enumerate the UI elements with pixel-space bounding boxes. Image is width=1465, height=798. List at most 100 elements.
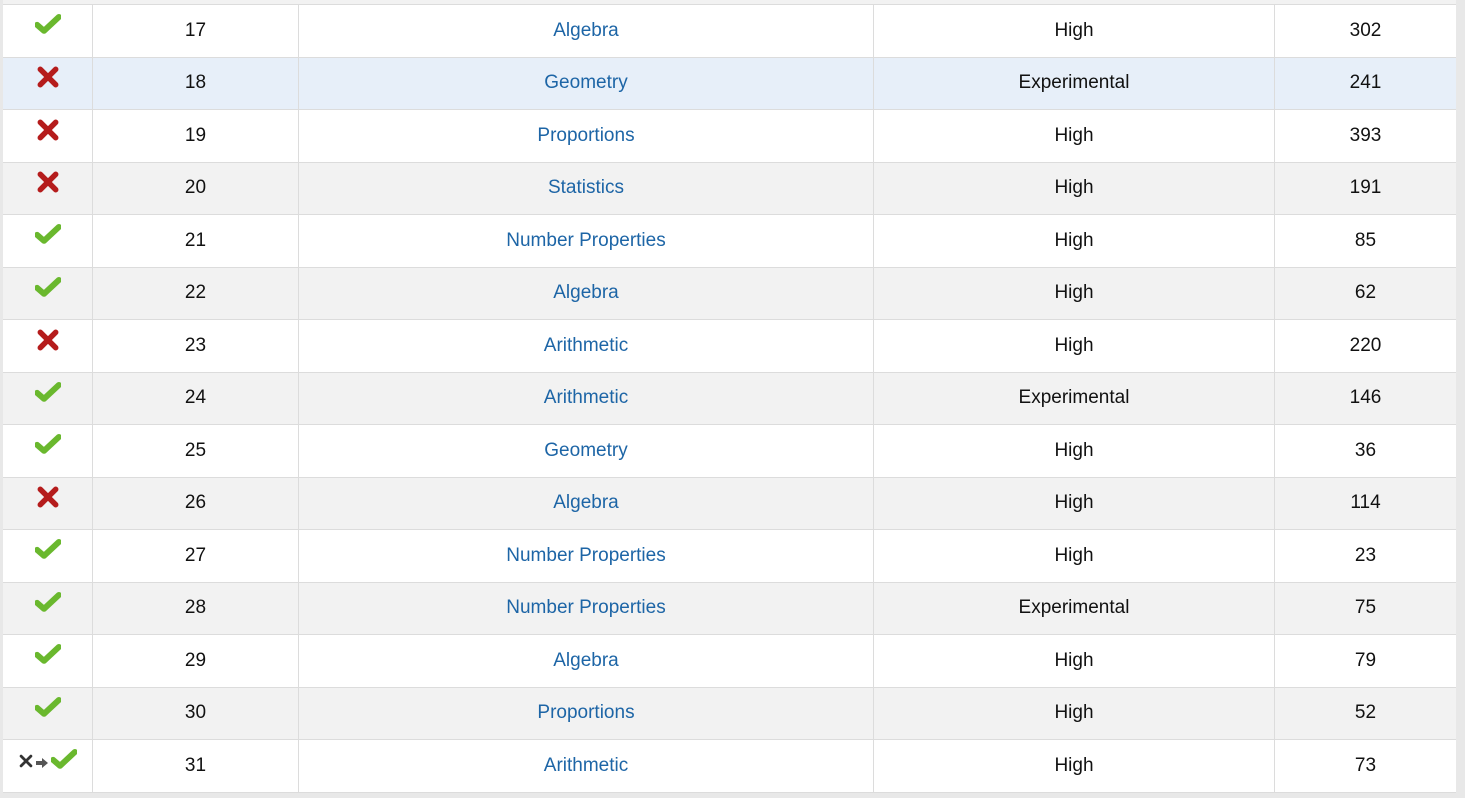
time-cell: 241 <box>1275 58 1456 110</box>
topic-cell: Algebra <box>299 477 874 529</box>
topic-cell: Proportions <box>299 687 874 739</box>
question-number: 17 <box>93 5 299 57</box>
status-cell <box>3 57 93 109</box>
difficulty-cell: High <box>874 740 1275 792</box>
status-cell <box>3 530 93 582</box>
table-row[interactable]: 20 Statistics High 191 <box>3 162 1456 215</box>
table-row[interactable]: 29 Algebra High 79 <box>3 635 1456 688</box>
time-text: 220 <box>1349 334 1382 356</box>
difficulty-cell: High <box>874 477 1275 529</box>
difficulty-text: High <box>1054 702 1094 724</box>
status-cell <box>3 162 93 214</box>
x-icon <box>37 119 59 147</box>
difficulty-text: High <box>1054 334 1094 356</box>
question-number: 31 <box>93 740 299 792</box>
time-text: 36 <box>1354 439 1377 461</box>
table-row[interactable]: 24 Arithmetic Experimental 146 <box>3 372 1456 425</box>
difficulty-text: High <box>1054 439 1094 461</box>
check-icon <box>33 539 62 566</box>
question-number: 19 <box>93 110 299 162</box>
table-row[interactable]: 18 Geometry Experimental 241 <box>3 57 1456 110</box>
topic-link[interactable]: Algebra <box>553 282 619 304</box>
table-row[interactable]: 25 Geometry High 36 <box>3 425 1456 478</box>
difficulty-cell: High <box>874 687 1275 739</box>
topic-link[interactable]: Arithmetic <box>543 754 629 776</box>
topic-link[interactable]: Geometry <box>544 72 628 94</box>
time-cell: 36 <box>1275 425 1456 477</box>
time-cell: 52 <box>1275 688 1456 740</box>
topic-link[interactable]: Algebra <box>553 649 619 671</box>
table-row[interactable]: 22 Algebra High 62 <box>3 267 1456 320</box>
question-number-text: 20 <box>184 177 207 199</box>
difficulty-cell: High <box>874 162 1275 214</box>
status-cell <box>3 687 93 739</box>
difficulty-cell: Experimental <box>874 57 1275 109</box>
table-row[interactable]: 17 Algebra High 302 <box>3 5 1456 58</box>
topic-link[interactable]: Number Properties <box>506 229 666 251</box>
x-icon <box>37 66 59 94</box>
table-row[interactable]: 21 Number Properties High 85 <box>3 215 1456 268</box>
topic-cell: Algebra <box>299 267 874 319</box>
status-cell <box>3 372 93 424</box>
question-number-text: 28 <box>184 597 207 619</box>
topic-link[interactable]: Number Properties <box>506 597 666 619</box>
question-number: 22 <box>93 267 299 319</box>
difficulty-text: Experimental <box>1018 597 1130 619</box>
question-number-text: 30 <box>184 702 207 724</box>
table-row[interactable]: 26 Algebra High 114 <box>3 477 1456 530</box>
question-number: 24 <box>93 372 299 424</box>
time-cell: 79 <box>1275 635 1456 687</box>
difficulty-text: High <box>1054 177 1094 199</box>
question-number: 27 <box>93 530 299 582</box>
topic-cell: Arithmetic <box>299 740 874 792</box>
question-number-text: 26 <box>184 492 207 514</box>
question-number-text: 29 <box>184 649 207 671</box>
time-cell: 62 <box>1275 268 1456 320</box>
time-text: 146 <box>1349 387 1382 409</box>
difficulty-cell: High <box>874 530 1275 582</box>
question-number: 18 <box>93 57 299 109</box>
time-cell: 75 <box>1275 583 1456 635</box>
question-number: 28 <box>93 582 299 634</box>
check-icon <box>33 14 62 41</box>
topic-link[interactable]: Arithmetic <box>543 387 629 409</box>
difficulty-cell: High <box>874 635 1275 687</box>
question-number: 25 <box>93 425 299 477</box>
difficulty-text: High <box>1054 282 1094 304</box>
topic-cell: Number Properties <box>299 582 874 634</box>
check-icon <box>33 276 62 304</box>
status-cell <box>3 215 93 267</box>
table-row[interactable]: 28 Number Properties Experimental 75 <box>3 582 1456 635</box>
table-row[interactable]: 23 Arithmetic High 220 <box>3 320 1456 373</box>
results-table: 17 Algebra High 302 18 Geometry Experime… <box>3 4 1456 793</box>
x-icon <box>37 171 59 199</box>
topic-cell: Number Properties <box>299 215 874 267</box>
time-cell: 114 <box>1275 478 1456 530</box>
topic-cell: Statistics <box>299 162 874 214</box>
topic-cell: Geometry <box>299 425 874 477</box>
topic-link[interactable]: Proportions <box>537 124 635 146</box>
table-row[interactable]: 27 Number Properties High 23 <box>3 530 1456 583</box>
time-text: 191 <box>1349 177 1382 199</box>
table-row[interactable]: 19 Proportions High 393 <box>3 110 1456 163</box>
topic-link[interactable]: Number Properties <box>506 544 666 566</box>
question-number-text: 19 <box>184 124 207 146</box>
difficulty-cell: High <box>874 425 1275 477</box>
previous-row-edge <box>3 0 1456 4</box>
difficulty-cell: High <box>874 110 1275 162</box>
question-number-text: 22 <box>184 282 207 304</box>
table-row[interactable]: 30 Proportions High 52 <box>3 687 1456 740</box>
topic-link[interactable]: Arithmetic <box>543 334 629 356</box>
table-row[interactable]: 31 Arithmetic High 73 <box>3 740 1456 793</box>
topic-link[interactable]: Algebra <box>553 492 619 514</box>
status-cell <box>3 267 93 319</box>
time-cell: 302 <box>1275 5 1456 57</box>
time-text: 62 <box>1354 282 1377 304</box>
topic-link[interactable]: Geometry <box>544 439 628 461</box>
topic-link[interactable]: Statistics <box>547 177 625 199</box>
topic-link[interactable]: Proportions <box>537 702 635 724</box>
time-text: 393 <box>1349 124 1382 146</box>
topic-link[interactable]: Algebra <box>553 19 619 41</box>
status-cell <box>3 320 93 372</box>
time-cell: 191 <box>1275 163 1456 215</box>
